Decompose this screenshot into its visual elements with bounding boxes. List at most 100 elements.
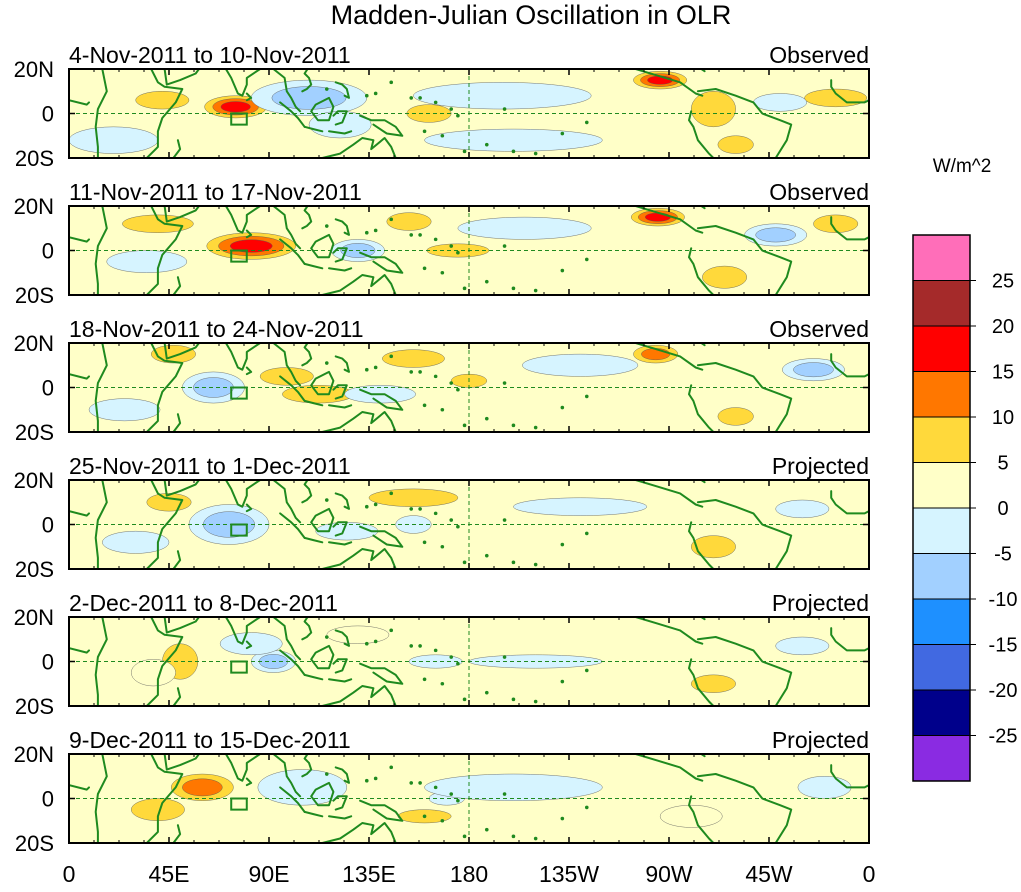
x-tick-label: 45E (149, 861, 190, 887)
colorbar-swatch (913, 599, 970, 645)
anomaly-contour (136, 91, 189, 109)
island-marker (374, 777, 378, 781)
anomaly-contour (458, 217, 591, 239)
island-marker (365, 642, 369, 646)
anomaly-contour (793, 363, 833, 377)
panel-period: 11-Nov-2011 to 17-Nov-2011 (69, 179, 362, 205)
panel-period: 18-Nov-2011 to 24-Nov-2011 (69, 316, 364, 342)
anomaly-contour (922, 215, 993, 233)
island-marker (441, 271, 445, 275)
anomaly-contour (102, 531, 169, 553)
island-marker (418, 370, 422, 374)
anomaly-contour (425, 129, 603, 151)
colorbar-label: -15 (989, 635, 1018, 657)
island-marker (374, 229, 378, 233)
colorbar-swatch (913, 690, 970, 736)
y-tick-label: 20N (14, 331, 54, 356)
island-marker (512, 835, 516, 839)
island-marker (325, 498, 329, 502)
island-marker (512, 561, 516, 565)
island-marker (485, 828, 489, 832)
island-marker (585, 395, 589, 399)
island-marker (463, 561, 467, 565)
island-marker (409, 96, 413, 100)
y-tick-label: 0 (42, 650, 54, 675)
anomaly-contour (691, 675, 735, 693)
island-marker (585, 669, 589, 673)
x-tick-label: 135E (342, 861, 396, 887)
x-tick-label: 90W (645, 861, 693, 887)
panel-status: Observed (769, 42, 869, 68)
island-marker (561, 269, 565, 273)
island-marker (365, 505, 369, 509)
island-marker (534, 837, 538, 841)
island-marker (434, 649, 438, 653)
panel-status: Projected (772, 727, 869, 753)
island-marker (409, 781, 413, 785)
anomaly-contour (982, 779, 1021, 796)
island-marker (463, 835, 467, 839)
island-marker (456, 251, 460, 255)
island-marker (441, 545, 445, 549)
panel-period: 9-Dec-2011 to 15-Dec-2011 (69, 727, 351, 753)
island-marker (485, 280, 489, 284)
anomaly-contour (798, 776, 851, 798)
island-marker (485, 554, 489, 558)
island-marker (512, 698, 516, 702)
anomaly-contour (309, 111, 371, 138)
island-marker (409, 644, 413, 648)
island-marker (534, 289, 538, 293)
colorbar-swatch (913, 508, 970, 554)
panel-status: Projected (772, 453, 869, 479)
y-tick-label: 20N (14, 605, 54, 630)
colorbar-swatch (913, 554, 970, 600)
island-marker (389, 218, 393, 222)
colorbar-swatch (913, 417, 970, 463)
anomaly-contour (936, 91, 989, 109)
island-marker (389, 766, 393, 770)
island-marker (449, 792, 453, 796)
anomaly-contour (0, 500, 29, 518)
island-marker (503, 244, 507, 248)
island-marker (434, 238, 438, 242)
island-marker (418, 644, 422, 648)
island-marker (365, 779, 369, 783)
colorbar-label: 5 (997, 453, 1008, 475)
island-marker (485, 691, 489, 695)
x-tick-label: 90E (249, 861, 290, 887)
island-marker (409, 370, 413, 374)
island-marker (374, 92, 378, 96)
island-marker (456, 662, 460, 666)
island-marker (418, 233, 422, 237)
panel-period: 4-Nov-2011 to 10-Nov-2011 (69, 42, 351, 68)
colorbar-label: -25 (989, 726, 1018, 748)
anomaly-contour (69, 127, 158, 154)
x-tick-label: 135W (539, 861, 599, 887)
anomaly-contour (513, 498, 646, 516)
island-marker (389, 629, 393, 633)
y-tick-label: 0 (42, 239, 54, 264)
colorbar-label: 25 (992, 271, 1014, 293)
island-marker (585, 121, 589, 125)
island-marker (585, 806, 589, 810)
island-marker (325, 224, 329, 228)
colorbar-swatch (913, 281, 970, 327)
island-marker (503, 381, 507, 385)
island-marker (585, 258, 589, 262)
island-marker (374, 640, 378, 644)
island-marker (418, 96, 422, 100)
y-tick-label: 20S (15, 557, 54, 582)
island-marker (389, 355, 393, 359)
anomaly-contour (702, 266, 746, 288)
island-marker (503, 107, 507, 111)
anomaly-contour (413, 82, 591, 109)
island-marker (463, 150, 467, 154)
anomaly-contour (0, 359, 45, 381)
x-tick-label: 0 (63, 861, 76, 887)
